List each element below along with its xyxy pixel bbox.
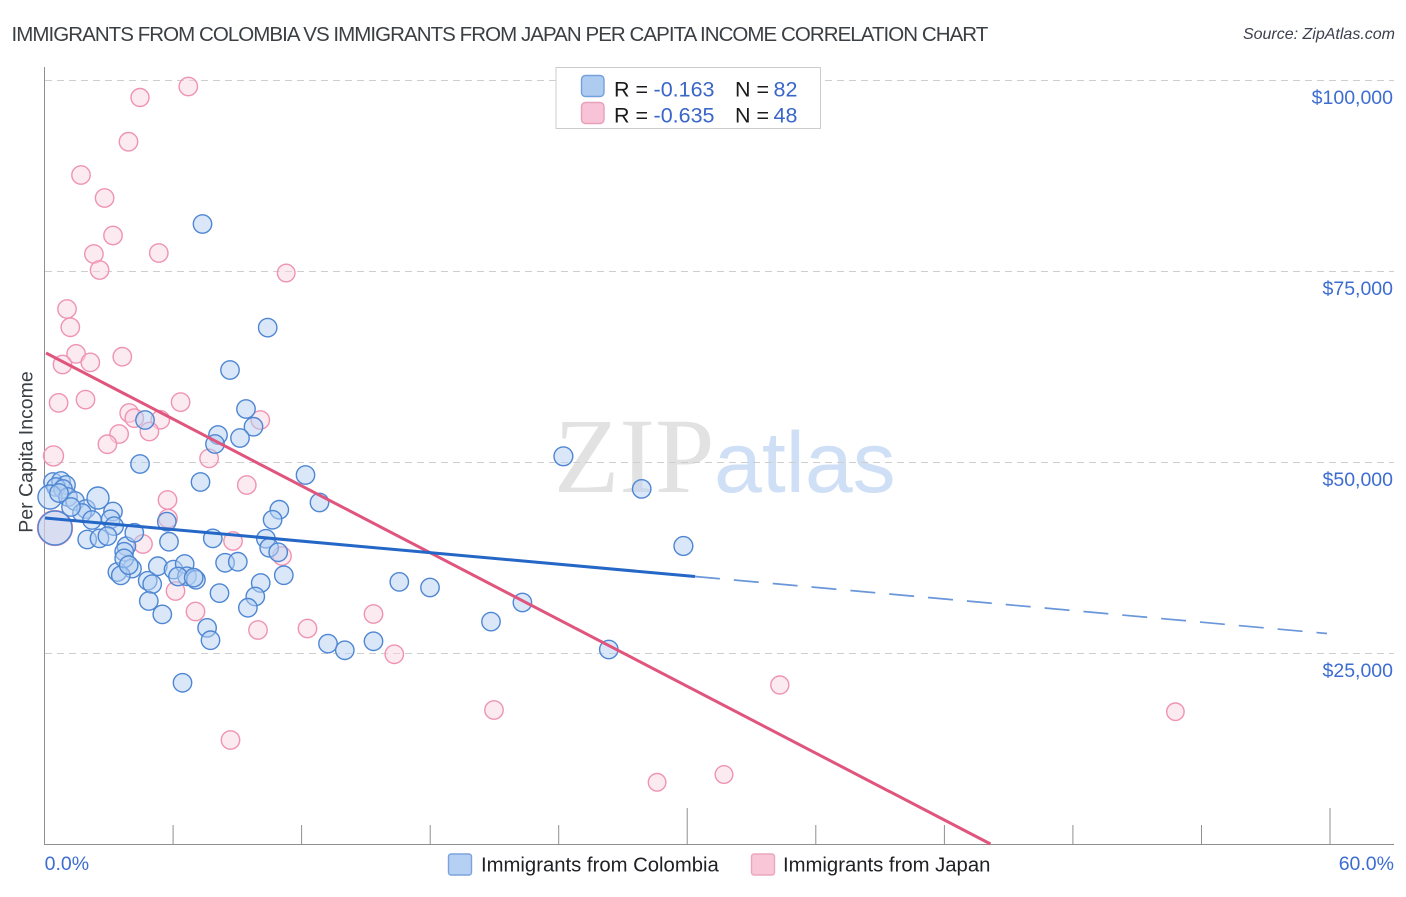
svg-text:0.0%: 0.0%: [45, 853, 89, 875]
svg-text:$100,000: $100,000: [1312, 87, 1393, 109]
svg-text:N =: N =: [735, 104, 769, 128]
svg-text:ZIP: ZIP: [554, 398, 715, 516]
svg-text:$25,000: $25,000: [1323, 660, 1394, 682]
svg-text:48: 48: [774, 104, 798, 128]
svg-text:-0.635: -0.635: [654, 104, 715, 128]
svg-text:R =: R =: [614, 104, 648, 128]
svg-text:N =: N =: [735, 78, 769, 102]
svg-text:60.0%: 60.0%: [1339, 853, 1394, 875]
svg-text:Source: ZipAtlas.com: Source: ZipAtlas.com: [1243, 26, 1395, 43]
svg-text:Immigrants from Japan: Immigrants from Japan: [783, 855, 990, 877]
svg-text:82: 82: [774, 78, 798, 102]
svg-text:$50,000: $50,000: [1323, 469, 1394, 491]
svg-text:Per Capita Income: Per Capita Income: [16, 371, 38, 533]
svg-text:$75,000: $75,000: [1323, 278, 1394, 300]
svg-text:Immigrants from Colombia: Immigrants from Colombia: [481, 855, 720, 877]
svg-text:IMMIGRANTS FROM COLOMBIA VS IM: IMMIGRANTS FROM COLOMBIA VS IMMIGRANTS F…: [12, 23, 989, 46]
svg-text:-0.163: -0.163: [654, 78, 715, 102]
svg-text:R =: R =: [614, 78, 648, 102]
